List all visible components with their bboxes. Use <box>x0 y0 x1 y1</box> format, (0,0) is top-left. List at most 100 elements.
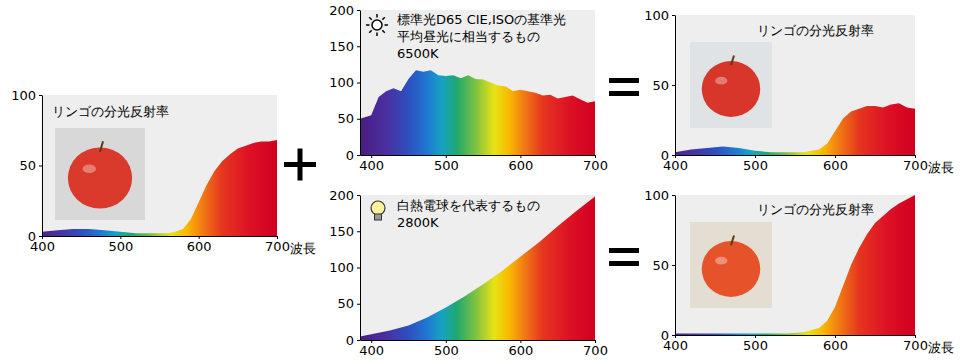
y-tick: 50 <box>337 111 360 126</box>
panel: 050100150200400500600700標準光D65 CIE,ISOの基… <box>329 3 608 174</box>
equals-bar <box>609 78 639 83</box>
x-axis-line <box>361 155 596 156</box>
y-tick: 50 <box>337 296 360 311</box>
y-axis: 050100150200 <box>329 3 360 163</box>
y-tick-mark <box>357 119 360 120</box>
y-tick-mark <box>357 155 360 156</box>
y-tick-label: 100 <box>329 75 354 90</box>
apple <box>702 241 761 297</box>
x-tick-label: 500 <box>108 239 133 254</box>
y-tick: 100 <box>329 260 360 275</box>
marks <box>360 70 595 155</box>
apple <box>702 61 761 117</box>
sun-ray <box>369 30 371 32</box>
equals-bar <box>609 91 639 96</box>
spectrum-area <box>360 196 595 340</box>
y-tick: 150 <box>329 39 360 54</box>
y-axis-line <box>42 96 43 237</box>
panel: 050100400500600700波長リンゴの分光反射率 <box>11 88 316 256</box>
y-axis: 0 50 100 150 200 <box>329 188 360 348</box>
x-tick-label: 600 <box>508 343 533 358</box>
sun-ray <box>366 24 370 26</box>
sun-ray <box>376 33 378 37</box>
panel-title: リンゴの分光反射率 <box>757 202 874 217</box>
x-tick-label: 600 <box>823 338 848 353</box>
apple-stem <box>731 236 734 246</box>
y-tick-label: 0 <box>346 333 354 348</box>
marks <box>675 195 915 335</box>
bulb-base <box>375 214 382 220</box>
y-tick: 50 <box>652 258 675 273</box>
apple-highlight <box>715 257 727 265</box>
y-tick-mark <box>39 236 42 237</box>
y-axis: 050100 <box>644 188 675 343</box>
y-tick-label: 50 <box>652 258 669 273</box>
x-tick-label: 500 <box>434 158 459 173</box>
bulb-icon <box>371 201 385 220</box>
y-tick: 200 <box>329 188 360 203</box>
x-tick: 400 <box>359 155 384 173</box>
plus-bar <box>298 149 303 181</box>
photo-background <box>690 222 772 308</box>
x-axis: 400500600700 <box>359 155 608 173</box>
equals-bar <box>609 248 639 253</box>
x-axis-line <box>361 340 596 341</box>
plot-background <box>360 10 595 155</box>
apple-photo <box>690 222 772 308</box>
x-tick-label: 700 <box>903 158 928 173</box>
operators <box>284 78 639 266</box>
y-tick-label: 150 <box>329 39 354 54</box>
x-tick: 400 <box>359 340 384 358</box>
x-tick: 400 <box>30 236 55 254</box>
x-tick: 700 <box>903 155 928 173</box>
sun-icon <box>366 14 388 36</box>
y-tick: 50 <box>652 78 675 93</box>
y-tick: 100 <box>644 188 675 203</box>
y-tick-label: 0 <box>346 148 354 163</box>
panel: 050100150200400500600700白熱電球を代表するもの2800K <box>329 188 608 359</box>
annotation: 6500K <box>397 46 439 61</box>
y-tick-label: 50 <box>652 78 669 93</box>
apple-photo <box>55 128 145 220</box>
x-tick: 400 <box>663 335 688 353</box>
y-tick-label: 150 <box>329 224 354 239</box>
y-tick-mark <box>39 95 42 96</box>
x-axis-title: 波長 <box>928 340 954 355</box>
y-tick-label: 100 <box>644 8 669 23</box>
x-axis-line <box>43 236 278 237</box>
x-tick-label: 700 <box>583 158 608 173</box>
y-axis-line <box>360 11 361 156</box>
y-tick: 100 <box>11 88 42 103</box>
y-tick-mark <box>357 340 360 341</box>
x-tick: 600 <box>823 335 848 353</box>
plot-background <box>360 195 595 340</box>
sun-disc <box>372 20 382 30</box>
x-axis-title: 波長 <box>928 160 954 175</box>
x-tick-label: 400 <box>663 158 688 173</box>
plot-background <box>675 15 915 155</box>
y-tick-mark <box>39 166 42 167</box>
x-tick-label: 400 <box>30 239 55 254</box>
y-tick-label: 50 <box>337 111 354 126</box>
annotation: 標準光D65 CIE,ISOの基準光 <box>397 12 566 27</box>
x-tick: 600 <box>508 340 533 358</box>
x-tick: 600 <box>823 155 848 173</box>
annotation: 平均昼光に相当するもの <box>397 29 540 44</box>
y-tick-mark <box>357 304 360 305</box>
y-tick-mark <box>357 46 360 47</box>
y-axis-line <box>675 16 676 156</box>
spectrum-area <box>675 195 915 335</box>
x-tick-label: 700 <box>265 239 290 254</box>
y-tick-label: 200 <box>329 188 354 203</box>
apple-stem <box>731 56 734 66</box>
y-tick-label: 50 <box>337 296 354 311</box>
annotation: 2800K <box>397 215 439 230</box>
x-tick-label: 700 <box>903 338 928 353</box>
x-tick: 500 <box>743 335 768 353</box>
y-axis: 050100 <box>644 8 675 163</box>
plot-background <box>675 195 915 335</box>
x-tick: 700 <box>583 155 608 173</box>
x-tick-label: 600 <box>187 239 212 254</box>
y-tick-mark <box>672 265 675 266</box>
sun-ray <box>369 17 371 19</box>
